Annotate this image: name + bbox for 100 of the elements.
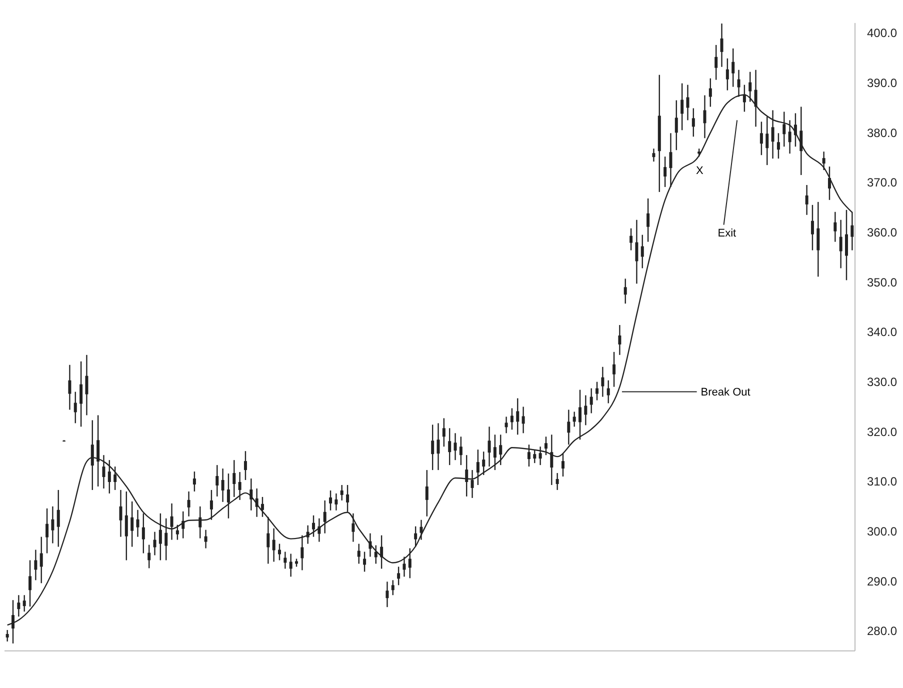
y-tick-label: 310.0: [867, 474, 898, 489]
candlestick: [674, 100, 678, 151]
y-tick-label: 280.0: [867, 624, 898, 638]
candlestick: [822, 151, 826, 171]
candlestick: [380, 534, 384, 570]
candlestick: [805, 184, 808, 216]
annotation: Exit: [718, 228, 736, 240]
candlestick: [266, 516, 270, 564]
candlestick: [40, 536, 43, 584]
candlestick: [334, 492, 338, 512]
candlestick: [46, 508, 49, 554]
candlestick: [408, 548, 412, 579]
candlestick: [538, 446, 542, 466]
candlestick: [142, 512, 145, 554]
candlestick: [272, 528, 276, 562]
candlestick: [17, 594, 20, 618]
candlestick: [368, 532, 372, 558]
candlestick: [601, 366, 604, 398]
candlestick: [488, 426, 491, 468]
candlestick: [499, 434, 502, 466]
candlestick: [198, 506, 202, 539]
candlestick: [176, 524, 179, 540]
candlestick: [561, 452, 564, 478]
y-tick-label: 370.0: [867, 176, 898, 190]
candlestick: [726, 58, 729, 91]
candlestick: [119, 489, 122, 538]
candlestick: [794, 112, 797, 148]
candlestick: [476, 449, 480, 486]
candlestick: [402, 556, 406, 578]
candlestick: [771, 110, 774, 160]
candlestick: [522, 406, 525, 434]
candlestick: [363, 551, 366, 572]
candlestick: [6, 629, 9, 642]
candlestick: [114, 466, 117, 491]
candlestick: [635, 219, 638, 284]
candlestick: [680, 82, 684, 131]
candlestick: [346, 484, 350, 512]
candlestick: [255, 488, 258, 518]
candlestick: [844, 209, 848, 281]
candlestick: [572, 411, 576, 428]
candlestick: [164, 518, 168, 561]
candlestick: [300, 534, 304, 571]
candlestick: [834, 211, 837, 242]
candlestick: [556, 472, 559, 491]
candlestick: [578, 389, 582, 440]
candlestick: [260, 496, 264, 518]
candlestick: [720, 22, 724, 68]
y-tick-label: 390.0: [867, 76, 898, 90]
candlestick: [516, 398, 520, 436]
candlestick: [90, 420, 94, 491]
candlestick: [329, 490, 332, 512]
candlestick: [567, 409, 570, 446]
candlestick: [584, 394, 588, 426]
candlestick: [664, 156, 667, 188]
candlestick: [182, 510, 185, 539]
candlestick: [436, 422, 440, 471]
candlestick: [425, 469, 428, 517]
candlestick: [80, 360, 83, 428]
candlestick: [289, 553, 292, 578]
candlestick: [596, 381, 599, 401]
y-tick-label: 330.0: [867, 375, 898, 390]
candlestick: [232, 459, 236, 498]
y-tick-label: 400.0: [867, 26, 898, 40]
candlestick: [652, 148, 656, 162]
candlestick: [465, 454, 468, 498]
candlestick: [640, 234, 644, 269]
candlestick: [318, 518, 321, 542]
candlestick: [210, 489, 213, 520]
candlestick: [124, 490, 128, 561]
candlestick: [148, 544, 151, 569]
candlestick: [374, 544, 378, 564]
candlestick: [766, 116, 769, 166]
annotation: X: [696, 164, 704, 177]
candlestick: [244, 450, 247, 481]
candlestick: [630, 228, 633, 251]
candlestick: [187, 490, 190, 517]
candlestick: [459, 436, 462, 466]
candlestick: [612, 351, 616, 388]
candlestick: [221, 468, 224, 503]
y-tick-label: 380.0: [867, 126, 898, 140]
y-tick-label: 320.0: [867, 424, 898, 439]
candlestick: [56, 489, 60, 548]
candlestick: [340, 484, 344, 502]
candlestick: [22, 594, 26, 612]
candlestick: [442, 418, 446, 448]
candlestick: [102, 454, 106, 490]
candlestick: [28, 560, 32, 608]
candlestick: [714, 44, 718, 80]
candlestick: [590, 388, 593, 414]
candlestick: [192, 470, 196, 492]
candlestick: [391, 580, 394, 596]
candlestick: [323, 500, 326, 534]
candlestick: [284, 551, 287, 570]
candlestick: [96, 414, 100, 488]
candlestick: [692, 108, 695, 138]
candlestick: [250, 478, 253, 512]
candlestick: [624, 278, 627, 304]
candlestick: [618, 324, 622, 356]
candlestick: [782, 111, 786, 148]
candlestick: [493, 434, 496, 471]
